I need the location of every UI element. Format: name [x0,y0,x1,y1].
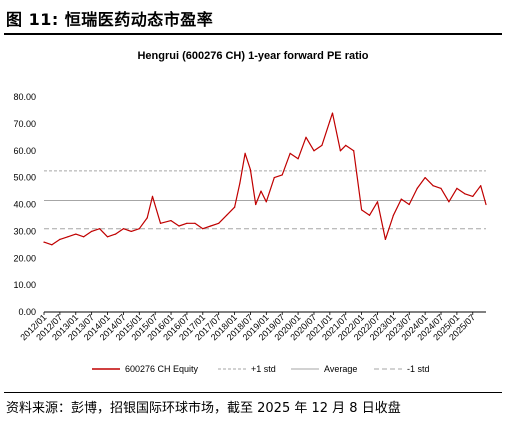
series-point [83,236,85,238]
series-point [244,152,246,154]
series-point [255,203,257,206]
series-point [353,150,355,152]
y-tick-label: 80.00 [13,92,36,102]
series-point [146,217,148,219]
series-layer [43,112,487,246]
y-tick-label: 0.00 [18,307,36,317]
x-axis: 2012/012012/072013/012013/072014/012014/… [18,312,477,342]
figure-title: 图 11: 恒瑞医药动态市盈率 [6,10,214,29]
series-point [170,220,172,222]
reference-lines [44,170,486,313]
series-point [331,112,334,114]
series-point [392,214,394,216]
legend-label: -1 std [407,364,430,374]
series-point [265,201,267,203]
legend: 600276 CH Equity +1 std Average -1 std [92,364,430,374]
series-point [178,225,180,227]
series-point [432,185,434,187]
series-point [202,228,204,230]
chart-title: Hengrui (600276 CH) 1-year forward PE ra… [137,50,368,62]
series-point [106,236,109,238]
series-point [480,185,482,187]
series-point [151,195,154,197]
series-point [194,222,196,224]
series-point [226,214,228,216]
series-point [289,152,291,154]
series-point [376,201,379,203]
series-point [281,174,283,176]
y-tick-label: 50.00 [13,173,36,183]
series-point [239,182,241,184]
series-point [67,236,69,238]
series-point [59,238,61,240]
series-point [122,228,124,230]
series-point [43,241,45,243]
top-rule [4,33,502,35]
series-point [345,144,347,146]
series-point [339,150,341,152]
series-point [400,198,402,200]
series-line-600276 [43,112,487,246]
series-point [51,244,53,246]
series-point [130,230,132,232]
series-point [416,187,418,189]
series-point [99,228,101,230]
series-point [75,233,77,235]
series-point [408,203,410,206]
series-point [159,222,162,224]
y-tick-label: 70.00 [13,119,36,129]
legend-label: 600276 CH Equity [125,364,199,374]
y-tick-label: 30.00 [13,226,36,236]
series-point [384,238,386,240]
series-point [361,209,363,211]
series-point [485,203,487,206]
series-point [186,222,188,224]
y-tick-label: 40.00 [13,200,36,210]
series-point [456,187,458,189]
series-point [321,144,323,146]
series-point [218,222,220,224]
series-point [114,233,117,235]
series-point [424,177,426,179]
series-point [464,193,466,195]
pe-ratio-chart: Hengrui (600276 CH) 1-year forward PE ra… [13,50,487,374]
legend-label: Average [324,364,357,374]
series-point [273,177,275,179]
y-tick-label: 20.00 [13,253,36,263]
series-point [329,120,331,122]
y-axis: 0.00 10.00 20.00 30.00 40.00 50.00 60.00 70.00 8… [13,92,36,317]
series-point [260,190,262,192]
source-note: 资料来源：彭博，招银国际环球市场，截至 2025 年 12 月 8 日收盘 [6,401,401,416]
series-point [234,206,236,208]
series-point [138,228,140,230]
series-point [440,187,442,189]
series-point [472,195,474,197]
y-tick-label: 10.00 [13,280,36,290]
series-point [249,169,251,171]
y-tick-label: 60.00 [13,146,36,156]
series-point [448,201,450,203]
series-point [305,136,307,138]
series-point [210,225,212,227]
series-point [313,150,315,152]
legend-label: +1 std [251,364,276,374]
bottom-rule [4,392,502,393]
series-point [297,158,299,160]
series-point [368,214,371,216]
series-point [91,230,93,232]
